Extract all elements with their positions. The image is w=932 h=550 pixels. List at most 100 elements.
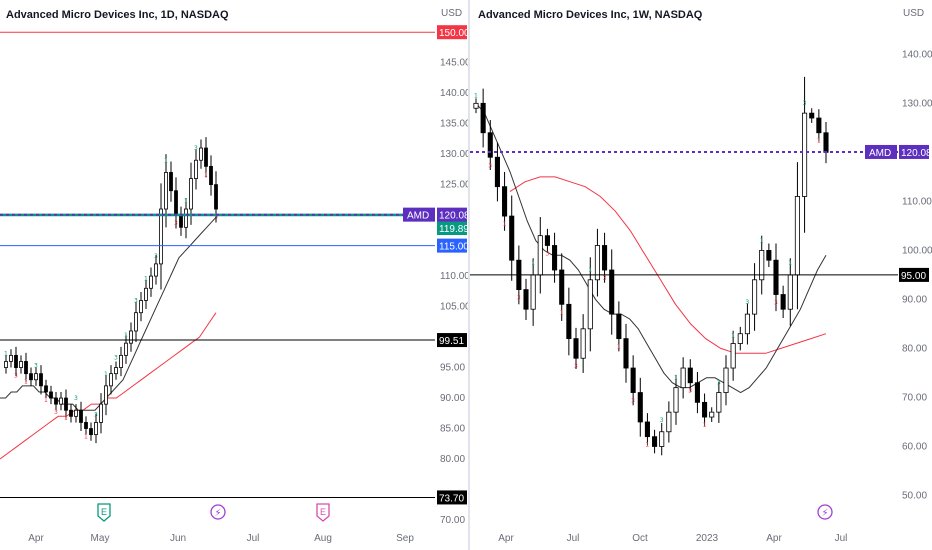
- green-level-price-label: 119.89: [439, 224, 468, 235]
- black-upper-level-price-label: 99.51: [439, 336, 464, 347]
- price-axis-tick: 140.00: [902, 49, 932, 60]
- candle-body: [109, 373, 113, 387]
- sequential-count-label: 3: [194, 145, 198, 152]
- sequential-count-label: 1: [164, 157, 168, 164]
- candle-body: [580, 328, 586, 359]
- candle-body: [199, 147, 203, 161]
- symbol-tag: [403, 207, 435, 222]
- earnings-icon-glyph: E: [101, 507, 107, 517]
- candle-body: [487, 132, 493, 158]
- candle-body: [502, 186, 508, 217]
- sequential-count-label: 1: [617, 344, 621, 351]
- candle-body: [759, 249, 765, 281]
- currency-label: USD: [441, 8, 463, 19]
- candle-body: [494, 156, 500, 188]
- candle-body: [104, 385, 108, 405]
- price-axis-tick: 80.00: [902, 343, 927, 354]
- candle-body: [816, 117, 822, 134]
- candle-body: [730, 343, 736, 369]
- candle-body: [573, 338, 579, 359]
- candle-body: [823, 132, 829, 153]
- current-price-level-price-tag: [899, 144, 929, 159]
- candle-body: [29, 373, 33, 381]
- candle-body: [773, 259, 779, 295]
- price-axis-tick: 125.00: [440, 180, 468, 191]
- price-axis-tick: 140.00: [440, 88, 468, 99]
- candle-body: [54, 397, 58, 405]
- sequential-count-label: 1: [204, 171, 208, 178]
- candle-body: [509, 215, 515, 261]
- sequential-count-label: 1: [703, 422, 707, 429]
- candle-body: [209, 165, 213, 186]
- sequential-count-label: 1: [731, 333, 735, 340]
- time-axis-tick: Apr: [28, 533, 44, 544]
- earnings-icon-pink: E: [316, 503, 330, 522]
- candle-body: [787, 274, 793, 310]
- candle-body: [144, 287, 148, 301]
- sequential-count-label: 3: [631, 398, 635, 405]
- sequential-count-label: 3: [545, 250, 549, 257]
- candle-body: [179, 214, 183, 228]
- candle-body: [149, 275, 153, 289]
- candle-body: [652, 436, 658, 447]
- price-axis-tick: 90.00: [902, 294, 927, 305]
- fast-moving-average-line: [0, 214, 219, 411]
- candle-body: [602, 245, 608, 271]
- time-axis-tick: Jul: [835, 533, 848, 544]
- lightning-icon-outline: [210, 504, 226, 520]
- daily-chart-canvas[interactable]: 145.00 140.00 135.00 130.00 125.00 110.00 105.…: [0, 0, 468, 550]
- candle-body: [189, 178, 193, 210]
- candle-body: [637, 392, 643, 423]
- candle-body: [480, 102, 486, 134]
- weekly-chart-pane[interactable]: 140.00 130.00 110.00 100.00 90.00 80.00 70.00 6…: [470, 0, 932, 550]
- candle-body: [609, 269, 615, 315]
- candle-body: [530, 274, 536, 310]
- weekly-chart-canvas[interactable]: 140.00 130.00 110.00 100.00 90.00 80.00 70.00 6…: [470, 0, 932, 550]
- sequential-count-label: 3: [717, 380, 721, 387]
- candle-body: [694, 382, 700, 403]
- time-axis-tick: Aug: [314, 533, 332, 544]
- candle-body: [134, 312, 138, 332]
- sequential-count-label: 3: [488, 162, 492, 169]
- black-upper-level-price-tag: [437, 333, 467, 348]
- price-axis-tick: 70.00: [440, 515, 465, 526]
- lightning-icon: ⚡: [210, 504, 226, 520]
- earnings-icon-pink-glyph: E: [320, 507, 326, 517]
- candle-body: [716, 392, 722, 413]
- pane-divider[interactable]: [468, 0, 470, 550]
- earnings-icon-outline: [97, 503, 111, 522]
- red-resistance-level-price-tag: [437, 25, 467, 40]
- candle-body: [680, 367, 686, 389]
- sequential-count-label: 3: [803, 100, 807, 107]
- time-axis-tick: Jul: [247, 533, 260, 544]
- candle-body: [159, 208, 163, 265]
- candle-body: [737, 333, 743, 344]
- price-axis-tick: 70.00: [902, 392, 927, 403]
- candle-body: [559, 269, 565, 305]
- sequential-count-label: 3: [114, 355, 118, 362]
- symbol-tag: [865, 144, 897, 159]
- sequential-count-label: 3: [134, 298, 138, 305]
- sequential-count-label: 3: [34, 363, 38, 370]
- price-axis-tick: 110.00: [902, 196, 932, 207]
- price-axis-tick: 60.00: [902, 441, 927, 452]
- candle-body: [659, 431, 665, 447]
- sequential-count-label: 3: [174, 220, 178, 227]
- green-level-price-tag: [437, 221, 467, 235]
- candle-body: [79, 409, 83, 423]
- candle-body: [594, 245, 600, 281]
- candle-body: [34, 373, 38, 381]
- candle-body: [154, 263, 158, 277]
- sequential-count-label: 1: [817, 138, 821, 145]
- candle-body: [623, 338, 629, 369]
- sequential-count-label: 1: [44, 397, 48, 404]
- sequential-count-label: 3: [574, 363, 578, 370]
- candle-body: [39, 373, 43, 387]
- black-support-level-price-label: 95.00: [901, 271, 926, 282]
- sequential-count-label: 1: [144, 275, 148, 282]
- chart-title: Advanced Micro Devices Inc, 1W, NASDAQ: [478, 9, 703, 21]
- sequential-count-label: 1: [474, 92, 478, 99]
- candle-body: [139, 300, 143, 314]
- time-axis-tick: Jun: [170, 533, 186, 544]
- daily-chart-pane[interactable]: 145.00 140.00 135.00 130.00 125.00 110.00 105.…: [0, 0, 468, 550]
